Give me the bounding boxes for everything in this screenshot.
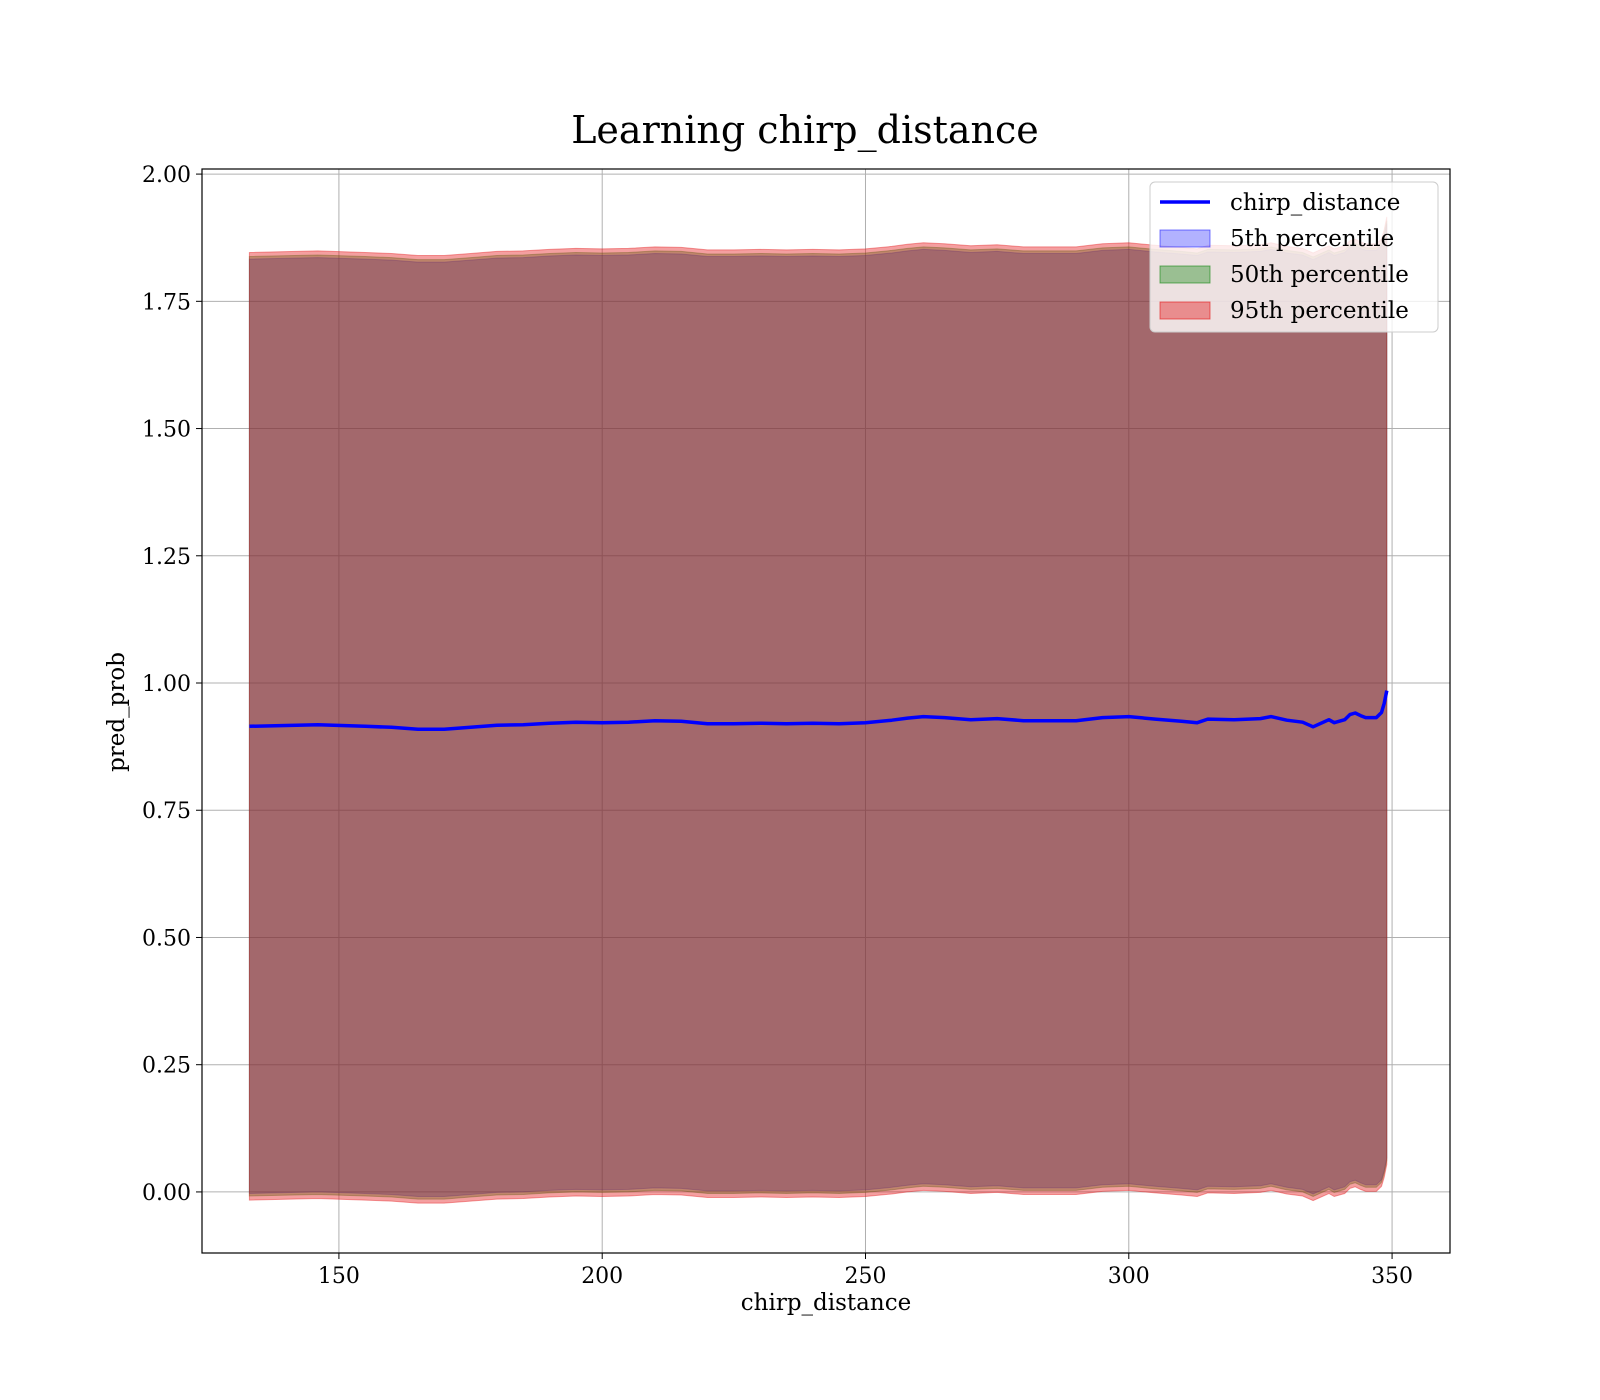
y-tick-label: 0.25 (142, 1054, 191, 1079)
y-tick-label: 0.75 (142, 799, 191, 824)
y-tick-label: 1.50 (142, 418, 191, 443)
y-tick-label: 1.75 (142, 290, 191, 315)
y-tick-label: 1.25 (142, 545, 191, 570)
chart-title: Learning chirp_distance (571, 108, 1039, 153)
legend-box (1149, 181, 1439, 333)
legend-swatch-band (1159, 229, 1211, 248)
y-tick-label: 2.00 (142, 163, 191, 188)
y-tick-label: 1.00 (142, 672, 191, 697)
y-tick-label: 0.00 (142, 1181, 191, 1206)
x-axis-ticks: 150 200 250 300 350 (318, 1253, 1413, 1289)
x-axis-label: chirp_distance (741, 1290, 911, 1316)
band-50th-percentile (248, 220, 1388, 1200)
series-lines (249, 690, 1389, 732)
y-tick-label: 0.50 (142, 926, 191, 951)
legend: chirp_distance 5th percentile 50th percent… (1149, 181, 1439, 333)
plot-frame (201, 168, 1451, 1254)
y-axis-label: pred_prob (104, 652, 130, 772)
legend-swatch-band (1159, 265, 1211, 284)
band-95th-percentile (248, 216, 1388, 1204)
band-5th-percentile (248, 223, 1388, 1197)
legend-label: 50th percentile (1230, 262, 1409, 288)
x-tick-label: 350 (1371, 1264, 1413, 1289)
x-tick-label: 250 (844, 1264, 886, 1289)
grid (202, 169, 1450, 1253)
y-axis-ticks: 0.00 0.25 0.50 0.75 1.00 1.25 1.50 1.75 2.00 (142, 163, 202, 1206)
percentile-bands (248, 216, 1388, 1204)
legend-label: 95th percentile (1230, 298, 1409, 324)
legend-label: chirp_distance (1230, 190, 1400, 216)
x-tick-label: 200 (581, 1264, 623, 1289)
line-chirp-distance (249, 690, 1389, 732)
x-tick-label: 300 (1108, 1264, 1150, 1289)
legend-label: 5th percentile (1230, 226, 1394, 252)
legend-swatch-band (1159, 301, 1211, 320)
x-tick-label: 150 (318, 1264, 360, 1289)
